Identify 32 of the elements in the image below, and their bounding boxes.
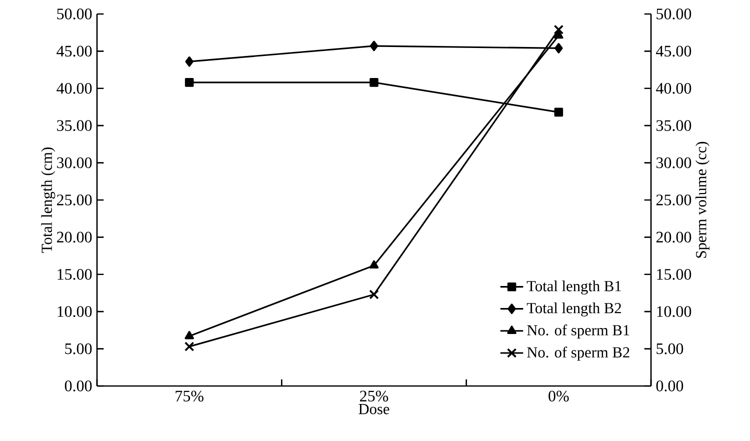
x-tick-label: 0% bbox=[548, 390, 569, 402]
y2-tick-label: 35.00 bbox=[656, 120, 692, 132]
y2-tick-label: 20.00 bbox=[656, 232, 692, 243]
y-tick-label: 0.00 bbox=[64, 380, 92, 392]
y2-tick-label: 40.00 bbox=[656, 82, 692, 94]
y2-tick-label: 0.00 bbox=[656, 380, 684, 392]
x-axis-title: Dose bbox=[358, 404, 390, 414]
x-tick-label: 75% bbox=[176, 390, 204, 402]
y2-tick-label: 30.00 bbox=[656, 157, 692, 168]
y2-tick-label: 5.00 bbox=[656, 343, 684, 354]
y2-axis-title: Sperm volume (cc) bbox=[696, 142, 710, 258]
y-tick-label: 45.00 bbox=[56, 46, 92, 57]
y-tick-label: 20.00 bbox=[57, 232, 92, 243]
y-tick-label: 40.00 bbox=[56, 82, 92, 94]
y2-tick-label: 45.00 bbox=[656, 46, 692, 57]
y-axis-title: Total length (cm) bbox=[41, 148, 56, 253]
y2-tick-label: 15.00 bbox=[657, 268, 692, 280]
y-tick-label: 15.00 bbox=[58, 268, 92, 280]
legend-label: Total length B1 bbox=[526, 280, 621, 294]
legend-label: No. of sperm B1 bbox=[527, 324, 630, 339]
y2-tick-label: 25.00 bbox=[656, 194, 692, 206]
y-tick-label: 5.00 bbox=[65, 343, 92, 354]
y-tick-label: 25.00 bbox=[57, 194, 92, 206]
y-tick-label: 35.00 bbox=[57, 120, 92, 132]
y2-tick-label: 10.00 bbox=[657, 306, 692, 318]
y-tick-label: 50.00 bbox=[57, 8, 92, 20]
legend-label: Total length B2 bbox=[526, 302, 621, 316]
y-tick-label: 10.00 bbox=[58, 306, 92, 318]
y-tick-label: 30.00 bbox=[57, 157, 92, 168]
legend-label: No. of sperm B2 bbox=[527, 346, 630, 361]
x-tick-label: 25% bbox=[360, 390, 388, 402]
y2-tick-label: 50.00 bbox=[656, 8, 692, 20]
